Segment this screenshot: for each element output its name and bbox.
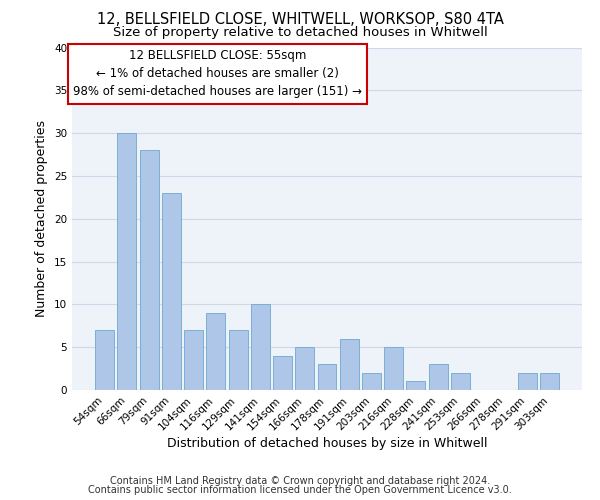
Text: 12, BELLSFIELD CLOSE, WHITWELL, WORKSOP, S80 4TA: 12, BELLSFIELD CLOSE, WHITWELL, WORKSOP,… [97, 12, 503, 28]
X-axis label: Distribution of detached houses by size in Whitwell: Distribution of detached houses by size … [167, 438, 487, 450]
Bar [184, 330, 203, 390]
Text: Contains public sector information licensed under the Open Government Licence v3: Contains public sector information licen… [88, 485, 512, 495]
Bar [518, 373, 536, 390]
Bar [295, 347, 314, 390]
Bar [140, 150, 158, 390]
Bar [118, 133, 136, 390]
Bar [362, 373, 381, 390]
Bar [206, 313, 225, 390]
Text: 12 BELLSFIELD CLOSE: 55sqm
← 1% of detached houses are smaller (2)
98% of semi-d: 12 BELLSFIELD CLOSE: 55sqm ← 1% of detac… [73, 49, 362, 98]
Bar [429, 364, 448, 390]
Bar [251, 304, 270, 390]
Bar [162, 193, 181, 390]
Bar [95, 330, 114, 390]
Text: Size of property relative to detached houses in Whitwell: Size of property relative to detached ho… [113, 26, 487, 39]
Bar [229, 330, 248, 390]
Bar [273, 356, 292, 390]
Bar [317, 364, 337, 390]
Bar [406, 382, 425, 390]
Bar [340, 338, 359, 390]
Bar [451, 373, 470, 390]
Bar [540, 373, 559, 390]
Bar [384, 347, 403, 390]
Y-axis label: Number of detached properties: Number of detached properties [35, 120, 49, 318]
Text: Contains HM Land Registry data © Crown copyright and database right 2024.: Contains HM Land Registry data © Crown c… [110, 476, 490, 486]
